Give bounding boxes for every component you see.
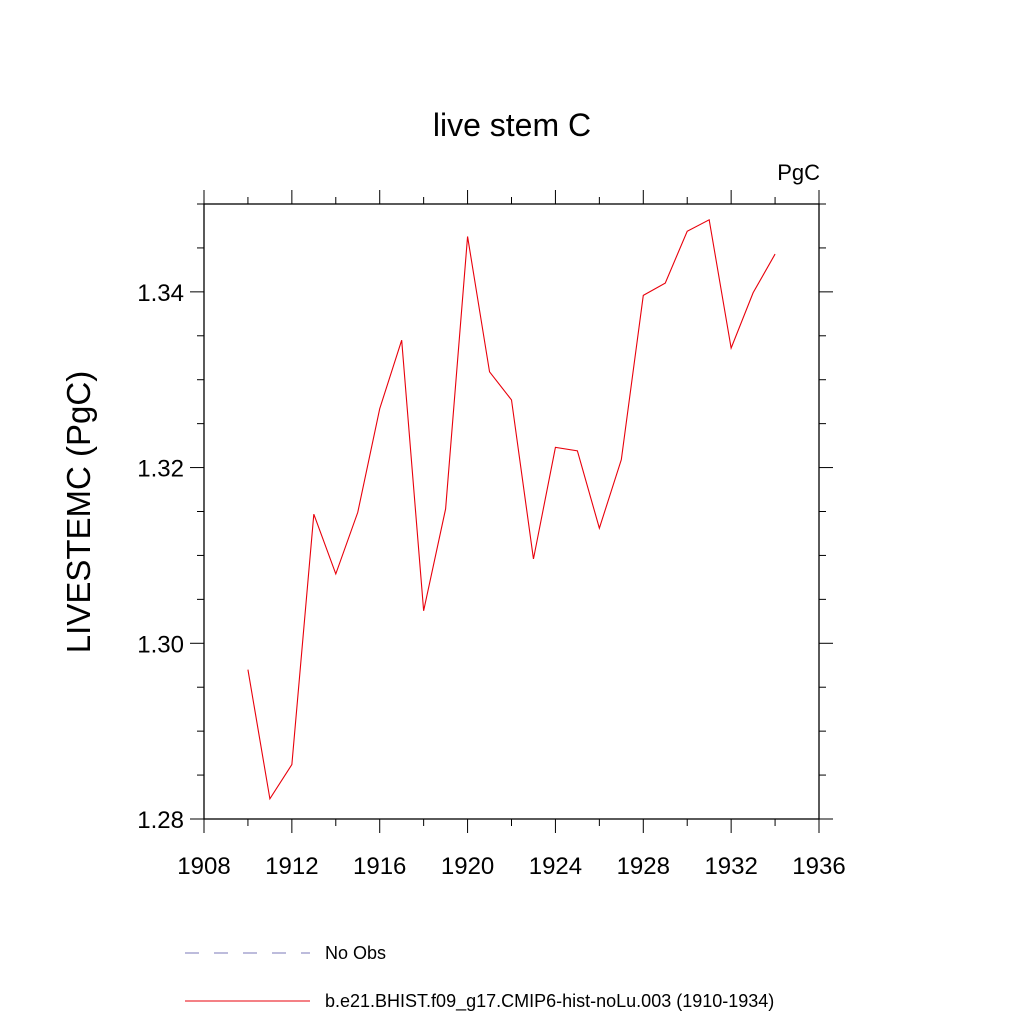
y-tick-label: 1.30 [137, 631, 184, 658]
legend-label-simulation: b.e21.BHIST.f09_g17.CMIP6-hist-noLu.003 … [325, 991, 774, 1012]
axis-ticks [190, 190, 833, 833]
y-tick-label: 1.32 [137, 456, 184, 483]
x-tick-label: 1920 [441, 853, 494, 880]
axis-tick-labels: 1908 1912 1916 1920 1924 1928 1932 1936 1.28 1.30… [137, 280, 845, 880]
series-group [247, 218, 776, 801]
legend-label-no-obs: No Obs [325, 943, 386, 963]
x-tick-label: 1912 [265, 853, 318, 880]
units-label: PgC [777, 160, 820, 185]
x-tick-label: 1924 [529, 853, 582, 880]
chart-title: live stem C [433, 107, 591, 143]
legend: No Obs b.e21.BHIST.f09_g17.CMIP6-hist-no… [185, 943, 774, 1012]
x-tick-label: 1928 [617, 853, 670, 880]
y-tick-label: 1.34 [137, 280, 184, 307]
plot-frame [203, 203, 820, 820]
x-tick-label: 1908 [177, 853, 230, 880]
x-tick-label: 1932 [704, 853, 757, 880]
y-axis-label: LIVESTEMC (PgC) [60, 371, 97, 653]
x-tick-label: 1936 [792, 853, 845, 880]
y-tick-label: 1.28 [137, 807, 184, 834]
series-line-0 [247, 218, 776, 801]
x-tick-label: 1916 [353, 853, 406, 880]
